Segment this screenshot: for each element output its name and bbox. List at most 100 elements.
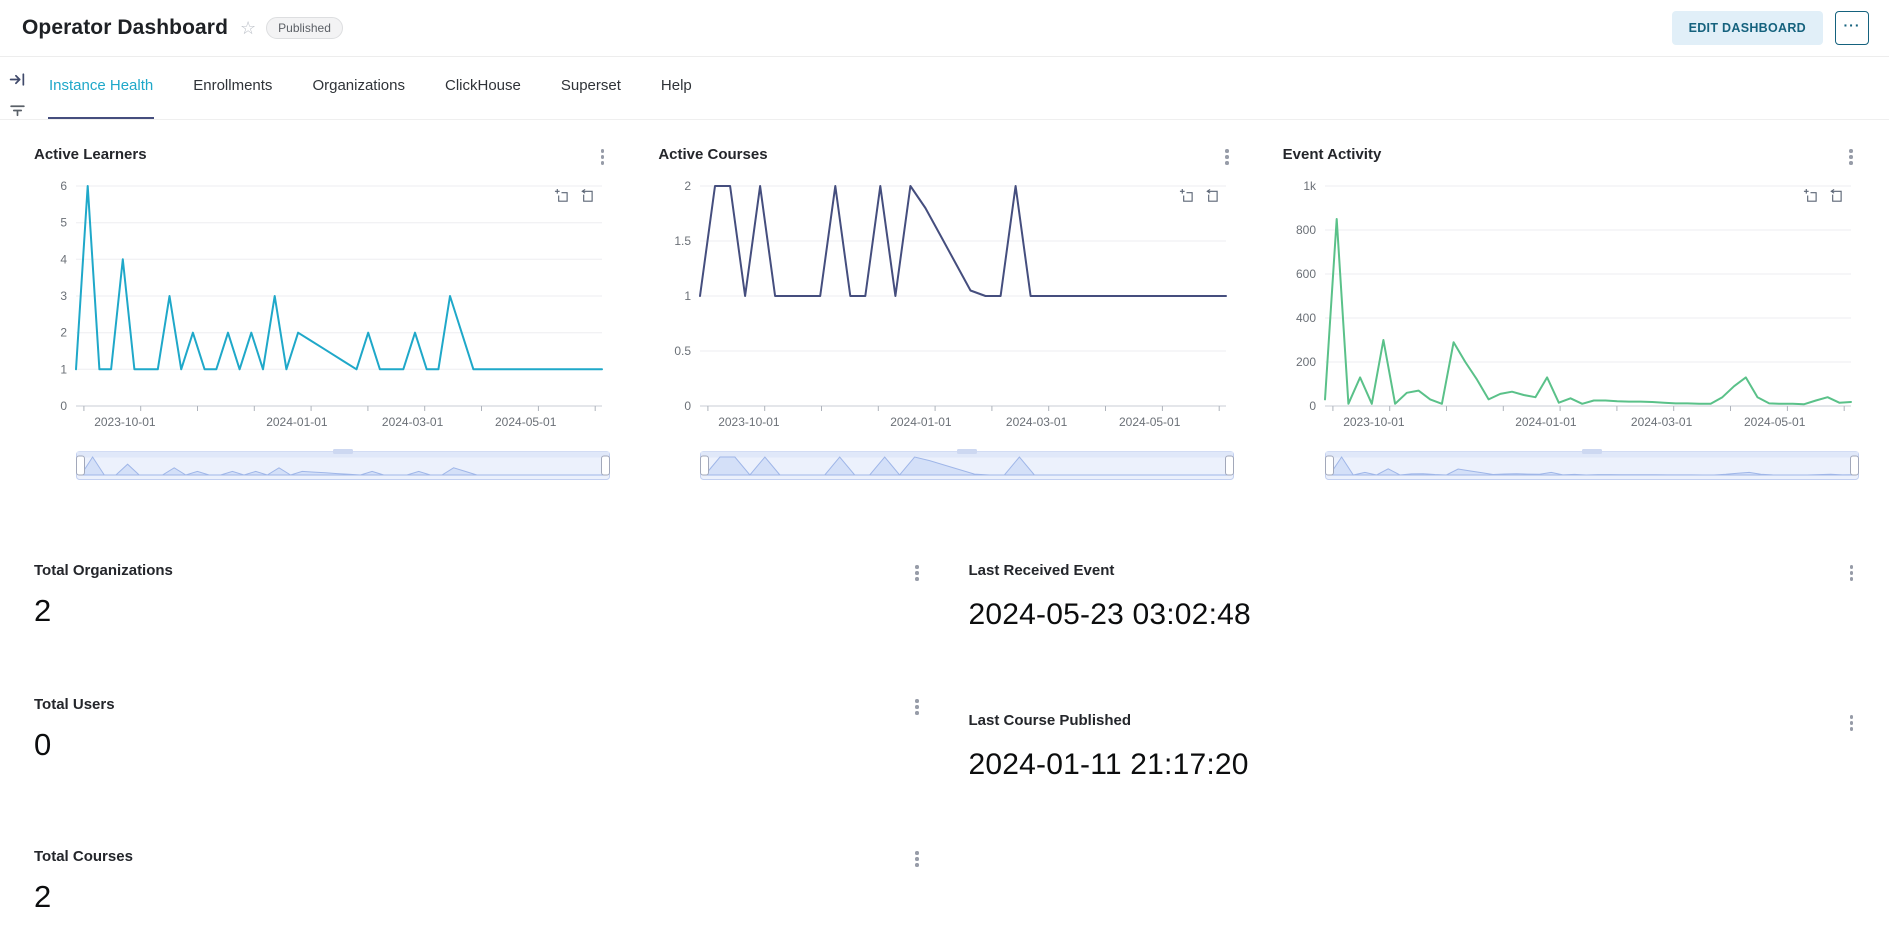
kebab-menu-icon[interactable] [909, 848, 925, 870]
restore-zoom-icon[interactable] [1828, 188, 1843, 203]
kebab-menu-icon[interactable] [909, 562, 925, 584]
svg-text:400: 400 [1296, 311, 1316, 325]
kebab-menu-icon[interactable] [595, 146, 611, 168]
chart-header: Active Learners [34, 146, 610, 170]
svg-text:0: 0 [685, 399, 692, 413]
svg-text:1: 1 [685, 289, 692, 303]
metric-value: 2 [34, 879, 52, 914]
restore-zoom-icon[interactable] [1204, 188, 1219, 203]
metric-value: 2 [34, 593, 52, 628]
time-range-slider[interactable] [1324, 448, 1859, 480]
dashboard-header: Operator Dashboard ☆ Published EDIT DASH… [0, 0, 1889, 57]
chart-header: Event Activity [1283, 146, 1859, 170]
svg-text:2024-03-01: 2024-03-01 [1006, 415, 1068, 429]
restore-zoom-icon[interactable] [579, 188, 594, 203]
svg-text:0.5: 0.5 [675, 344, 692, 358]
chart-toolbox [1179, 188, 1219, 203]
kebab-menu-icon[interactable] [1843, 146, 1859, 168]
chart-title: Active Courses [658, 146, 768, 163]
metric-card-total-courses: Total Courses 2 [34, 848, 925, 915]
metric-label: Total Organizations [34, 562, 173, 579]
svg-text:2024-01-01: 2024-01-01 [1515, 415, 1577, 429]
empty-cell [969, 848, 1860, 915]
tab-superset[interactable]: Superset [560, 77, 621, 94]
tab-organizations[interactable]: Organizations [312, 77, 405, 94]
kebab-menu-icon[interactable] [909, 696, 925, 718]
svg-text:2023-10-01: 2023-10-01 [1343, 415, 1405, 429]
svg-text:2024-03-01: 2024-03-01 [1631, 415, 1693, 429]
page-title: Operator Dashboard [22, 16, 229, 39]
svg-text:800: 800 [1296, 223, 1316, 237]
chart-header: Active Courses [658, 146, 1234, 170]
svg-text:2024-03-01: 2024-03-01 [382, 415, 444, 429]
active-courses-line-chart[interactable]: 0 0.5 1 1.5 2 2023-10-01 2024-01-01 2024-03-01 2… [658, 174, 1234, 432]
chart-card-event-activity: Event Activity 0 200 400 600 800 1k 2023-10-01… [1283, 146, 1859, 480]
zoom-select-icon[interactable] [554, 188, 569, 203]
metric-label: Last Received Event [968, 562, 1115, 579]
chart-toolbox [554, 188, 594, 203]
svg-text:2: 2 [685, 179, 692, 193]
filter-icon[interactable] [9, 102, 26, 119]
filter-rail [0, 57, 34, 119]
metric-header: Last Course Published [969, 712, 1860, 733]
chart-title: Active Learners [34, 146, 147, 163]
svg-text:1k: 1k [1303, 179, 1317, 193]
svg-text:2024-05-01: 2024-05-01 [1119, 415, 1181, 429]
metric-label: Total Users [34, 696, 115, 713]
edit-dashboard-button[interactable]: EDIT DASHBOARD [1671, 11, 1823, 45]
svg-text:4: 4 [60, 252, 67, 266]
svg-text:3: 3 [60, 289, 67, 303]
time-range-slider[interactable] [76, 448, 610, 480]
metric-card-total-organizations: Total Organizations 2 [34, 562, 925, 696]
active-learners-line-chart[interactable]: 0 1 2 3 4 5 6 2023-10-01 2024-01-01 2024-03-01 202… [34, 174, 610, 432]
svg-text:200: 200 [1296, 355, 1316, 369]
zoom-select-icon[interactable] [1803, 188, 1818, 203]
metric-header: Last Received Event [969, 562, 1860, 583]
svg-text:2: 2 [60, 326, 67, 340]
tab-enrollments[interactable]: Enrollments [193, 77, 273, 94]
tab-help[interactable]: Help [660, 77, 692, 94]
chart-card-active-learners: Active Learners 0 1 2 3 4 5 6 2023-10-01 2024-01… [34, 146, 610, 480]
svg-text:2023-10-01: 2023-10-01 [719, 415, 781, 429]
svg-text:2024-05-01: 2024-05-01 [495, 415, 557, 429]
metrics-grid: Total Organizations 2 Last Received Even… [0, 562, 1889, 915]
svg-text:6: 6 [60, 179, 67, 193]
svg-text:2024-01-01: 2024-01-01 [266, 415, 328, 429]
kebab-menu-icon[interactable] [1844, 562, 1860, 584]
chart-card-active-courses: Active Courses 0 0.5 1 1.5 2 2023-10-01 2024-0… [658, 146, 1235, 480]
tab-instance-health[interactable]: Instance Health [48, 63, 155, 119]
favorite-star-icon[interactable]: ☆ [240, 18, 257, 38]
tab-clickhouse[interactable]: ClickHouse [445, 77, 521, 94]
expand-filter-bar-icon[interactable] [9, 71, 26, 88]
svg-text:0: 0 [1309, 399, 1316, 413]
metric-card-last-course-published: Last Course Published 2024-01-11 21:17:2… [969, 696, 1860, 848]
metric-label: Last Course Published [968, 712, 1132, 729]
metric-header: Total Organizations [34, 562, 925, 583]
more-options-button[interactable]: ··· [1835, 11, 1869, 45]
event-activity-line-chart[interactable]: 0 200 400 600 800 1k 2023-10-01 2024-01-01 2024-… [1283, 174, 1859, 432]
metric-header: Total Courses [34, 848, 925, 869]
svg-text:1.5: 1.5 [675, 234, 692, 248]
svg-text:2024-05-01: 2024-05-01 [1744, 415, 1806, 429]
svg-text:2023-10-01: 2023-10-01 [94, 415, 156, 429]
metric-value: 2024-01-11 21:17:20 [968, 748, 1249, 781]
svg-text:1: 1 [60, 362, 67, 376]
dashboard-tabs: Instance Health Enrollments Organization… [34, 63, 707, 119]
metric-card-total-users: Total Users 0 [34, 696, 925, 848]
chart-title: Event Activity [1282, 146, 1382, 163]
metric-value: 0 [34, 727, 52, 762]
zoom-select-icon[interactable] [1179, 188, 1194, 203]
kebab-menu-icon[interactable] [1844, 712, 1860, 734]
svg-text:2024-01-01: 2024-01-01 [891, 415, 953, 429]
svg-text:5: 5 [60, 216, 67, 230]
charts-row: Active Learners 0 1 2 3 4 5 6 2023-10-01 2024-01… [0, 120, 1889, 480]
chart-toolbox [1803, 188, 1843, 203]
kebab-menu-icon[interactable] [1219, 146, 1235, 168]
metric-card-last-received-event: Last Received Event 2024-05-23 03:02:48 [969, 562, 1860, 696]
time-range-slider[interactable] [700, 448, 1235, 480]
svg-text:600: 600 [1296, 267, 1316, 281]
metric-header: Total Users [34, 696, 925, 717]
status-badge[interactable]: Published [266, 17, 343, 39]
tab-bar: Instance Health Enrollments Organization… [0, 57, 1889, 120]
